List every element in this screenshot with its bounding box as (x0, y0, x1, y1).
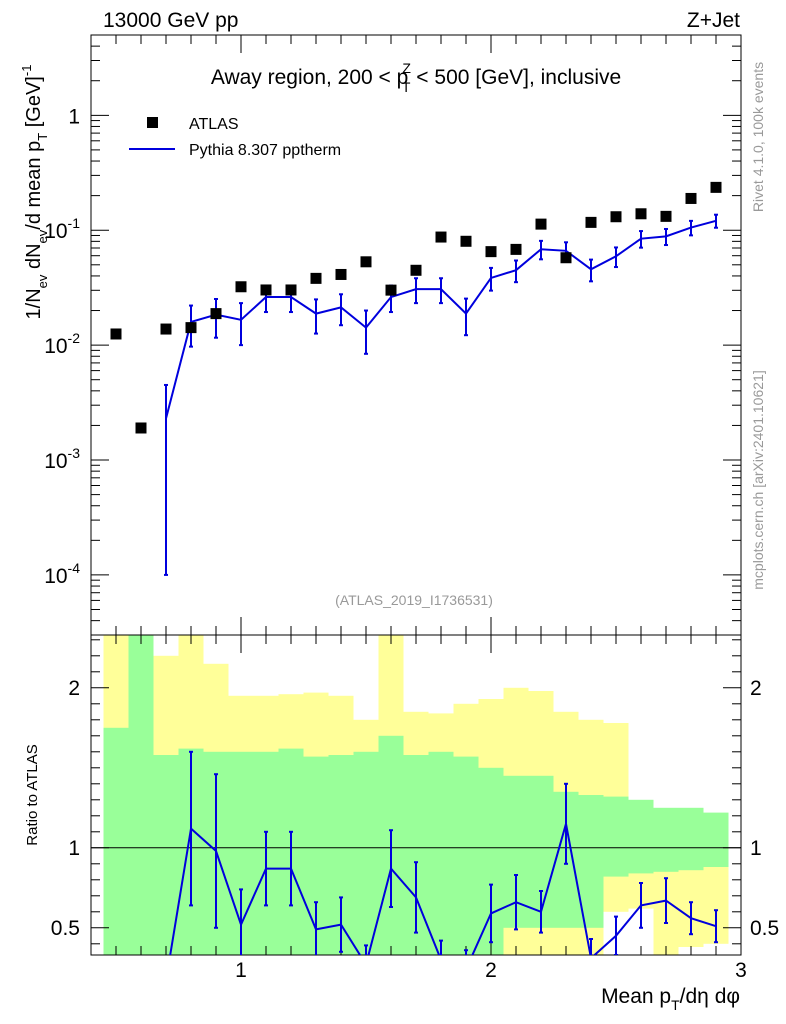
ratio-inner-band-bin (103, 727, 129, 955)
ratio-inner-band-bin (703, 812, 729, 867)
x-tick-label: 3 (735, 959, 747, 982)
atlas-data-point (460, 235, 472, 247)
ratio-y-tick-label-right: 1 (750, 837, 762, 860)
ratio-inner-band-bin (628, 799, 654, 874)
ratio-y-tick-label: 2 (68, 677, 80, 700)
atlas-data-point (285, 284, 297, 296)
y-title-part-1: 1/N (23, 288, 45, 319)
atlas-data-point (335, 268, 347, 280)
atlas-data-point (560, 252, 572, 264)
atlas-data-point (360, 256, 372, 268)
mcplots-label: mcplots.cern.ch [arXiv:2401.10621] (750, 370, 766, 589)
main-y-axis-title: 1/Nev dNev/d mean pT [GeV]-1 (19, 65, 50, 320)
ratio-inner-band-bin (603, 796, 629, 877)
plot-title: Away region, 200 < pZ T < 500 [GeV], incl… (211, 60, 621, 95)
x-tick-label: 1 (235, 959, 247, 982)
ratio-inner-band-bin (353, 751, 379, 955)
process-label: Z+Jet (687, 9, 740, 32)
ratio-inner-band-bin (653, 807, 679, 872)
atlas-data-point (260, 284, 272, 296)
atlas-data-point (585, 216, 597, 228)
ratio-inner-band-bin (153, 755, 179, 955)
atlas-data-point (385, 284, 397, 296)
pythia-line (165, 219, 717, 419)
legend-atlas-label: ATLAS (189, 116, 239, 133)
ratio-data-marks (169, 750, 718, 955)
analysis-id: (ATLAS_2019_I1736531) (335, 592, 493, 608)
atlas-data-point (110, 328, 122, 340)
atlas-data-point (185, 322, 197, 334)
ratio-line (169, 823, 717, 955)
ratio-axes: 1 2 30.5 0.51 12 2 (51, 635, 779, 982)
atlas-data-point (610, 211, 622, 223)
atlas-data-point (160, 323, 172, 335)
ratio-inner-band-bin (453, 756, 479, 955)
ratio-uncertainty-bands (103, 635, 729, 955)
ratio-inner-band-bin (578, 795, 604, 928)
main-y-tick-label: 10-2 (44, 330, 80, 358)
atlas-data-point (660, 210, 672, 222)
legend-atlas-marker (147, 117, 158, 128)
x-axis-title: Mean pT/dη dφ (601, 985, 740, 1013)
atlas-data-point (310, 272, 322, 284)
ratio-y-tick-label-right: 0.5 (750, 917, 779, 940)
main-y-tick-label: 10-1 (44, 215, 80, 243)
ratio-inner-band-bin (678, 807, 704, 871)
main-y-tick-label: 1 (68, 105, 80, 128)
atlas-data-point (710, 181, 722, 193)
atlas-data-point (635, 208, 647, 220)
main-y-tick-label: 10-4 (44, 560, 80, 588)
atlas-data-point (210, 308, 222, 320)
atlas-data-point (135, 422, 147, 434)
energy-label: 13000 GeV pp (103, 9, 238, 32)
ratio-y-tick-label: 0.5 (51, 917, 80, 940)
ratio-inner-band-bin (128, 635, 154, 955)
main-y-tick-label: 10-3 (44, 445, 80, 473)
rivet-version-label: Rivet 4.1.0, 100k events (750, 62, 766, 212)
atlas-data-point (235, 281, 247, 293)
ratio-y-axis-title: Ratio to ATLAS (24, 744, 41, 845)
main-data-marks (110, 181, 722, 576)
ratio-y-tick-label-right: 2 (750, 677, 762, 700)
main-axes: 10-4 10-3 10-2 10-1 1 (44, 34, 742, 636)
ratio-inner-band-bin (428, 751, 454, 955)
atlas-data-point (510, 243, 522, 255)
atlas-data-point (410, 264, 422, 276)
legend-pythia-label: Pythia 8.307 pptherm (189, 142, 341, 159)
atlas-data-point (685, 192, 697, 204)
x-tick-label: 2 (485, 959, 497, 982)
ratio-y-tick-label: 1 (68, 837, 80, 860)
atlas-data-point (485, 246, 497, 258)
atlas-data-point (535, 218, 547, 230)
atlas-data-point (435, 231, 447, 243)
